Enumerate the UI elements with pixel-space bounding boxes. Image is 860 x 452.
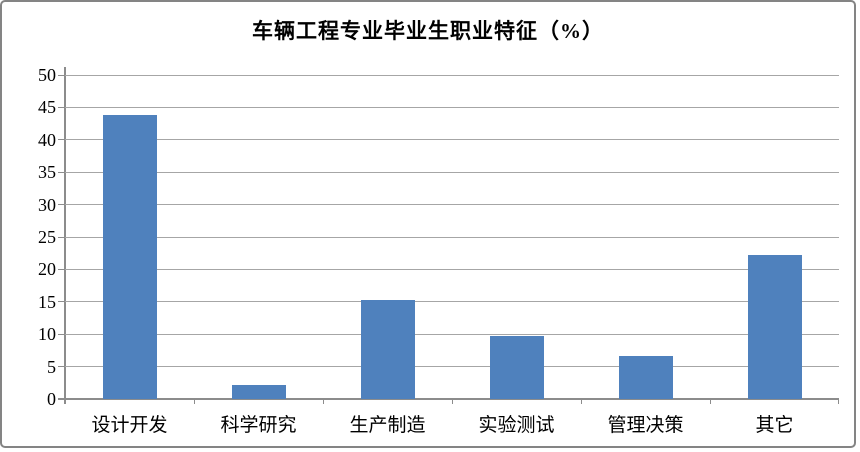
bar-其它: [747, 255, 802, 399]
y-tick-label-35: 35: [38, 162, 56, 183]
category-label-设计开发: 设计开发: [91, 415, 168, 436]
bar-实验测试: [489, 335, 544, 399]
x-axis-line: [58, 398, 839, 400]
y-tick-35: [58, 171, 65, 173]
y-axis-line: [64, 67, 66, 404]
y-tick-50: [58, 74, 65, 76]
gridline-10: [65, 333, 839, 335]
y-tick-20: [58, 268, 65, 270]
y-tick-30: [58, 204, 65, 206]
gridline-40: [65, 139, 839, 141]
y-tick-label-45: 45: [38, 97, 56, 118]
y-tick-label-20: 20: [38, 259, 56, 280]
gridline-20: [65, 268, 839, 270]
x-tick-2: [323, 399, 324, 404]
category-label-生产制造: 生产制造: [349, 415, 426, 436]
x-tick-3: [452, 399, 453, 404]
x-tick-1: [194, 399, 195, 404]
y-tick-15: [58, 301, 65, 303]
y-tick-label-25: 25: [38, 227, 56, 247]
x-tick-0: [65, 399, 66, 404]
x-tick-4: [581, 399, 582, 404]
bar-设计开发: [102, 114, 157, 399]
gridline-35: [65, 171, 839, 173]
gridline-45: [65, 106, 839, 108]
x-tick-5: [710, 399, 711, 404]
y-tick-10: [58, 333, 65, 335]
category-label-实验测试: 实验测试: [478, 415, 555, 436]
bar-管理决策: [618, 356, 673, 399]
y-tick-0: [58, 398, 65, 400]
gridline-15: [65, 301, 839, 303]
category-label-管理决策: 管理决策: [607, 415, 684, 436]
y-tick-5: [58, 366, 65, 368]
gridline-25: [65, 236, 839, 238]
plot-area: 0 5 10 15 20 25 30 35 40 45 50 设计开发 科学研究 生产制造 实验测试 管理决策…: [38, 65, 839, 436]
y-tick-label-30: 30: [38, 194, 56, 215]
bar-科学研究: [231, 384, 286, 399]
y-tick-label-5: 5: [47, 356, 56, 377]
category-label-其它: 其它: [755, 415, 794, 436]
y-tick-40: [58, 139, 65, 141]
bar-生产制造: [360, 299, 415, 399]
category-label-科学研究: 科学研究: [220, 415, 297, 436]
y-tick-label-50: 50: [38, 65, 56, 85]
chart-title: 车辆工程专业毕业生职业特征（%）: [252, 19, 604, 43]
y-tick-label-10: 10: [38, 324, 56, 345]
y-tick-label-15: 15: [38, 291, 56, 312]
gridline-5: [65, 366, 839, 368]
y-tick-label-40: 40: [38, 129, 56, 150]
gridline-50: [65, 74, 839, 76]
x-tick-6: [838, 399, 839, 404]
y-tick-label-0: 0: [47, 389, 56, 409]
y-tick-25: [58, 236, 65, 238]
gridline-30: [65, 204, 839, 206]
y-tick-45: [58, 106, 65, 108]
